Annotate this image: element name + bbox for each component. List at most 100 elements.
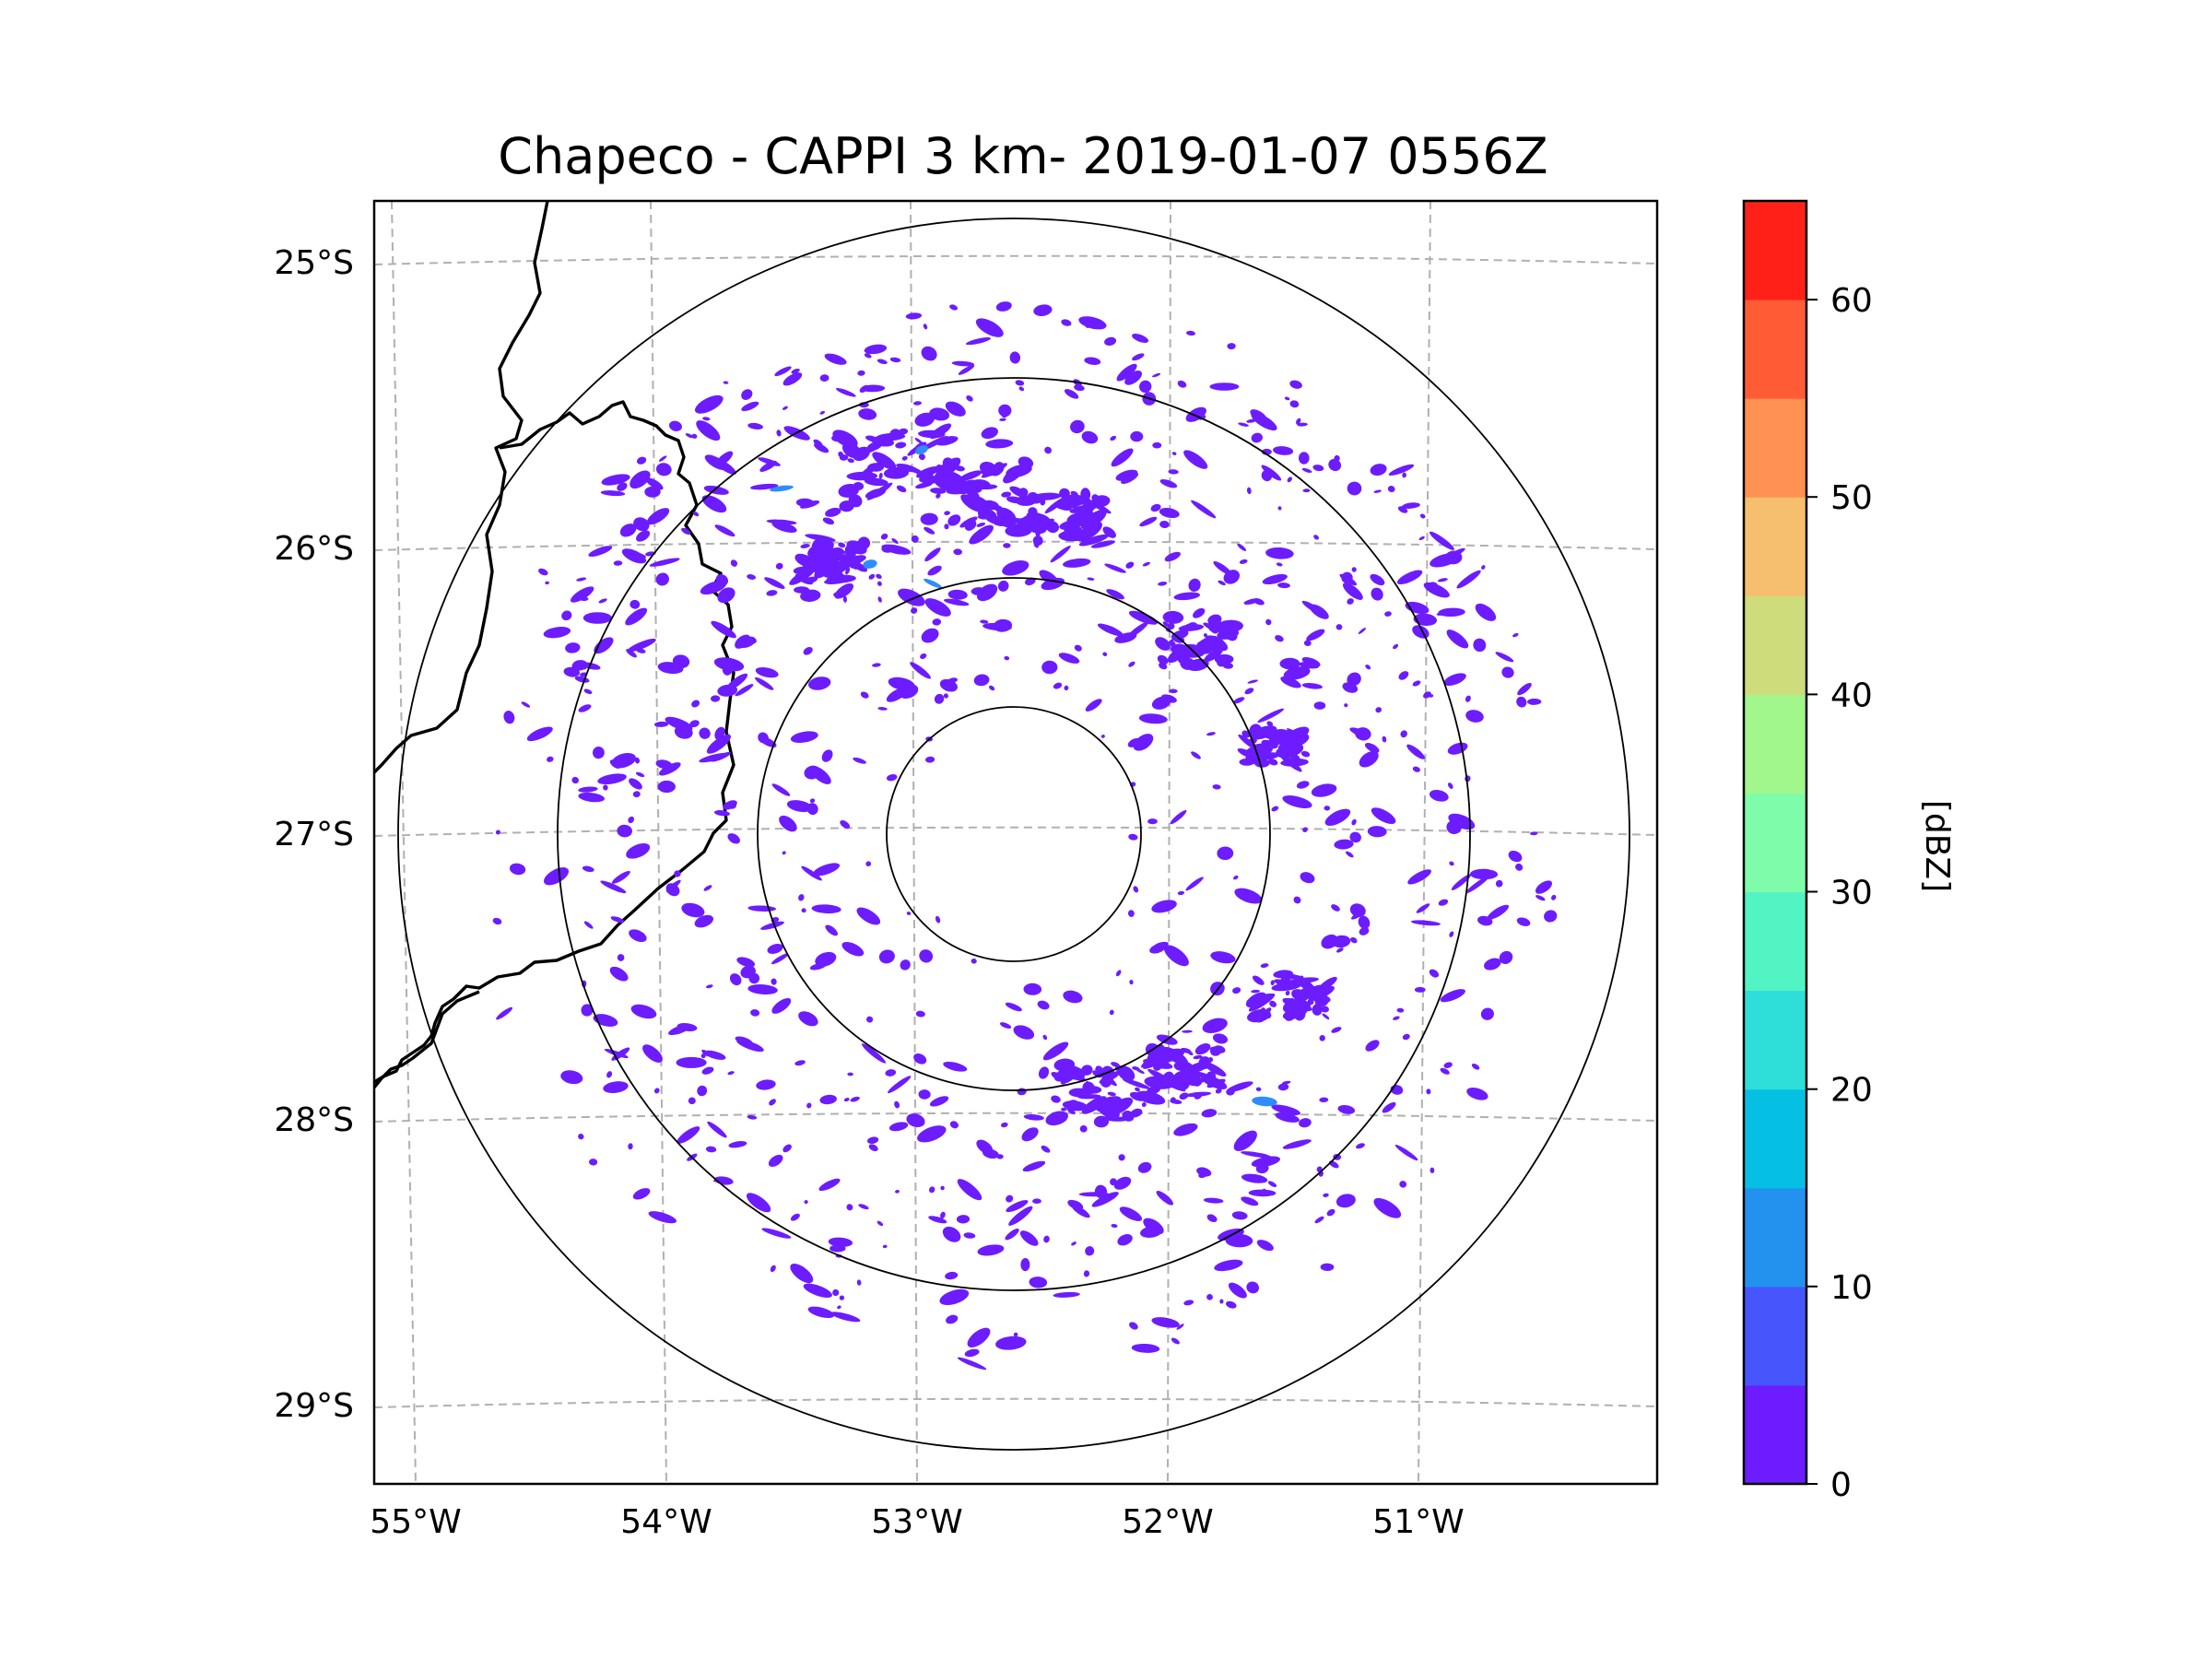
echo-cell — [1447, 782, 1453, 789]
echo-cell — [891, 537, 899, 545]
echo-cell — [1044, 446, 1053, 454]
echo-cell — [1484, 958, 1501, 971]
echo-cell — [1245, 992, 1266, 1008]
echo-cell — [1256, 1240, 1274, 1252]
latitude-gridline — [374, 540, 1657, 551]
echo-cell — [1128, 833, 1138, 841]
echo-cell — [1271, 1104, 1300, 1116]
echo-cell — [1110, 1178, 1117, 1186]
echo-cell — [627, 638, 656, 653]
echo-cell — [648, 1211, 677, 1224]
echo-cell — [1237, 543, 1247, 551]
echo-cell — [821, 749, 833, 762]
echo-cell — [1085, 1246, 1095, 1256]
echo-cell — [630, 1004, 657, 1019]
echo-cell — [1228, 1282, 1247, 1299]
echo-cell — [850, 557, 861, 570]
echo-cell — [980, 619, 989, 624]
echo-cell — [880, 533, 888, 540]
echo-cell — [636, 648, 646, 653]
echo-cell — [982, 1148, 999, 1159]
echo-cell — [750, 638, 757, 644]
echo-cell — [1153, 1050, 1160, 1056]
echo-cell — [1179, 1092, 1189, 1100]
echo-cell — [1423, 691, 1431, 699]
echo-cell — [819, 374, 830, 382]
echo-cell — [922, 516, 933, 523]
echo-cell — [809, 798, 816, 804]
echo-cell — [1280, 676, 1301, 688]
echo-cell — [846, 540, 867, 555]
echo-cell — [1551, 894, 1557, 900]
echo-cell — [613, 560, 623, 566]
echo-cell — [538, 568, 548, 576]
echo-cell — [910, 662, 931, 679]
echo-cell — [1173, 1123, 1198, 1136]
echo-cell — [930, 488, 947, 494]
echo-cell — [1223, 570, 1241, 584]
echo-cell — [1306, 629, 1325, 641]
echo-cell — [728, 1140, 747, 1148]
echo-cell — [1162, 621, 1170, 628]
echo-cell — [1296, 418, 1301, 425]
echo-cell — [1283, 726, 1310, 745]
echo-cell — [1299, 452, 1310, 465]
echo-cell — [994, 467, 1002, 472]
echo-cell — [632, 791, 641, 798]
lat-label: 27°S — [274, 816, 354, 853]
echo-cell — [1053, 682, 1063, 689]
echo-cell — [1293, 896, 1301, 904]
echo-cell — [526, 726, 553, 742]
echo-cell — [1234, 888, 1263, 904]
radar-echoes — [492, 301, 1558, 1371]
echo-cell — [918, 453, 925, 461]
echo-cell — [674, 870, 681, 877]
echo-cell — [1213, 561, 1232, 575]
echo-cell — [1191, 751, 1201, 759]
longitude-gridline — [650, 201, 667, 1484]
echo-cell — [677, 1023, 698, 1031]
range-rings — [397, 218, 1630, 1451]
map-frame — [372, 199, 1659, 1486]
colorbar-bin — [1744, 398, 1806, 498]
echo-cell — [794, 1060, 806, 1066]
echo-cell — [619, 524, 637, 537]
echo-cell — [625, 607, 648, 626]
echo-cell — [1000, 1122, 1008, 1128]
echo-cell — [1290, 997, 1295, 1002]
echo-cell — [1003, 543, 1011, 548]
echo-cell — [1251, 432, 1263, 443]
echo-cell — [633, 517, 650, 532]
echo-cell — [764, 577, 785, 589]
echo-cell — [1159, 507, 1180, 519]
echo-cell — [1527, 698, 1542, 705]
echo-cell — [1276, 562, 1283, 567]
echo-cell — [1141, 1101, 1147, 1108]
echo-cell — [571, 776, 579, 784]
echo-cell — [653, 1088, 660, 1094]
echo-cell — [1324, 937, 1329, 941]
echo-cell — [935, 457, 961, 479]
echo-cell — [864, 344, 888, 355]
echo-cell — [747, 1114, 758, 1120]
echo-cell — [714, 524, 735, 537]
echo-cell — [603, 784, 608, 791]
echo-cell — [1277, 744, 1285, 749]
echo-cell — [1209, 382, 1240, 391]
echo-cell — [711, 695, 721, 702]
echo-cell — [1283, 756, 1291, 763]
echo-cell — [819, 1094, 837, 1105]
echo-cell — [774, 366, 792, 377]
echo-cell — [997, 580, 1009, 592]
echo-cell — [1269, 1000, 1277, 1007]
echo-cell — [1185, 1091, 1212, 1098]
echo-cell — [864, 353, 872, 359]
echo-cell — [833, 592, 842, 597]
echo-cell — [705, 984, 713, 989]
echo-cell — [882, 1244, 888, 1249]
echo-cell — [1006, 1200, 1029, 1213]
echo-cell — [1226, 1088, 1235, 1096]
echo-cell — [1078, 534, 1110, 547]
echo-cell — [1212, 784, 1221, 790]
echo-cell — [1232, 987, 1241, 994]
